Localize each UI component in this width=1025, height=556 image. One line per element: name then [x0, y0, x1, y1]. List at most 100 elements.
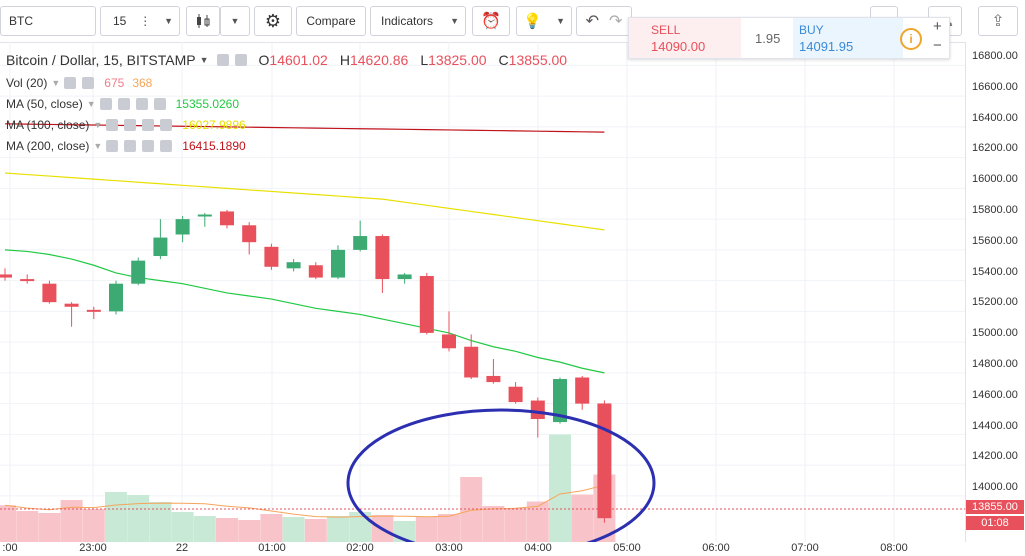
- candle: [131, 257, 146, 286]
- candle: [64, 302, 79, 327]
- price-tick-label: 15000.00: [972, 327, 1018, 340]
- candle-body: [553, 379, 567, 423]
- candle: [530, 397, 545, 438]
- info-icon[interactable]: i: [900, 28, 922, 50]
- candle: [419, 272, 434, 335]
- compare-label: Compare: [306, 14, 356, 28]
- candle: [597, 400, 612, 523]
- price-tick-label: 16000.00: [972, 173, 1018, 186]
- volume-bar: [327, 516, 349, 542]
- settings-mini-icon[interactable]: [234, 54, 247, 66]
- plus-icon[interactable]: [135, 98, 148, 110]
- candle-body: [508, 386, 523, 403]
- candle: [575, 375, 590, 410]
- settings-mini-icon[interactable]: [124, 119, 137, 131]
- volume-bar: [571, 494, 594, 542]
- eye-icon[interactable]: [106, 140, 119, 152]
- cloud-upload-button[interactable]: ⇪: [978, 6, 1018, 36]
- price-tick-label: 14400.00: [972, 419, 1018, 432]
- sell-label: SELL: [651, 23, 681, 37]
- ohlc-low: L13825.00: [420, 52, 487, 68]
- candle-body: [153, 237, 168, 257]
- price-tick-label: 16400.00: [972, 111, 1018, 124]
- time-tick-label: 02:00: [346, 542, 374, 554]
- candle-body: [197, 214, 212, 217]
- chevron-down-icon[interactable]: ▼: [86, 99, 96, 109]
- ohlc-open: O14601.02: [258, 52, 328, 68]
- settings-button[interactable]: ⚙: [254, 6, 292, 36]
- price-tick-label: 15600.00: [972, 234, 1018, 247]
- chart-style-dropdown[interactable]: ▼: [220, 6, 250, 36]
- price-tick-label: 16600.00: [972, 80, 1018, 93]
- candle-body: [419, 276, 434, 333]
- symbol-input[interactable]: BTC: [0, 6, 96, 36]
- volume-bar: [549, 434, 571, 542]
- candle-body: [131, 260, 146, 284]
- volume-bar: [149, 502, 172, 542]
- volume-bar: [349, 512, 372, 542]
- price-chart[interactable]: [0, 42, 965, 556]
- close-icon[interactable]: [153, 98, 166, 110]
- settings-mini-icon[interactable]: [124, 140, 137, 152]
- time-axis[interactable]: :00 23:00 22 01:00 02:00 03:00 04:00 05:00 06:00…: [0, 542, 965, 556]
- eye-icon[interactable]: [99, 98, 112, 110]
- time-tick-label: 07:00: [791, 542, 819, 554]
- candle: [264, 243, 279, 270]
- price-scale[interactable]: 16800.00 16600.00 16400.00 16200.00 16000.00…: [965, 42, 1025, 542]
- symbol-label: BTC: [9, 14, 33, 28]
- ma100-line: [4, 172, 605, 231]
- indicators-button[interactable]: Indicators ▼: [370, 6, 466, 36]
- volume-bar: [482, 506, 505, 542]
- chevron-down-icon: ▼: [199, 55, 209, 65]
- redo-icon[interactable]: ↷: [609, 13, 623, 30]
- price-tick-label: 16800.00: [972, 50, 1018, 62]
- chevron-down-icon[interactable]: ▼: [93, 141, 103, 151]
- candle: [286, 259, 301, 272]
- candle-body: [20, 279, 35, 282]
- candle-body: [375, 236, 390, 280]
- time-tick-label: 06:00: [702, 542, 730, 554]
- chevron-down-icon[interactable]: ▼: [93, 120, 103, 130]
- annotation-ellipse: [346, 408, 656, 556]
- settings-mini-icon[interactable]: [82, 77, 95, 89]
- ideas-button[interactable]: 💡 ▼: [516, 6, 572, 36]
- alarm-clock-icon: ⏰: [481, 13, 501, 30]
- buy-button[interactable]: BUY 14091.95: [793, 18, 903, 58]
- plus-button[interactable]: +: [933, 18, 942, 35]
- minus-button[interactable]: −: [933, 37, 942, 54]
- alert-button[interactable]: ⏰: [472, 6, 510, 36]
- volume-bar: [504, 508, 527, 542]
- eye-icon[interactable]: [216, 54, 229, 66]
- candle-body: [264, 246, 279, 267]
- chart-pane[interactable]: Bitcoin / Dollar, 15, BITSTAMP ▼ O14601.…: [0, 42, 965, 556]
- time-tick-label: 05:00: [613, 542, 641, 554]
- time-tick-label: 22: [175, 542, 189, 554]
- volume-bar: [438, 514, 460, 542]
- buy-price: 14091.95: [799, 39, 854, 54]
- candle-body: [175, 219, 190, 235]
- undo-icon[interactable]: ↶: [585, 13, 599, 30]
- plus-icon[interactable]: [142, 140, 155, 152]
- eye-icon[interactable]: [106, 119, 119, 131]
- candle-body: [220, 211, 234, 226]
- price-tick-label: 15200.00: [972, 296, 1018, 309]
- eye-icon[interactable]: [64, 77, 77, 89]
- legend-title-row: Bitcoin / Dollar, 15, BITSTAMP ▼ O14601.…: [6, 52, 567, 68]
- settings-mini-icon[interactable]: [117, 98, 130, 110]
- volume-bar: [16, 511, 39, 542]
- candle-body: [397, 274, 412, 280]
- buy-label: BUY: [799, 23, 824, 37]
- chart-style-button[interactable]: [186, 6, 220, 36]
- close-icon[interactable]: [160, 140, 173, 152]
- candle: [442, 311, 456, 352]
- plus-icon[interactable]: [142, 119, 155, 131]
- compare-button[interactable]: Compare: [296, 6, 366, 36]
- close-icon[interactable]: [160, 119, 173, 131]
- sell-button[interactable]: SELL 14090.00: [629, 18, 741, 58]
- chevron-down-icon[interactable]: ▼: [51, 78, 61, 88]
- trade-panel: SELL 14090.00 1.95 BUY 14091.95 i + −: [628, 17, 950, 59]
- price-tick-label: 15800.00: [972, 204, 1018, 216]
- lightbulb-icon: 💡: [523, 13, 542, 30]
- chevron-down-icon: ▼: [556, 16, 565, 26]
- interval-select[interactable]: 15 ⋮ ▼: [100, 6, 180, 36]
